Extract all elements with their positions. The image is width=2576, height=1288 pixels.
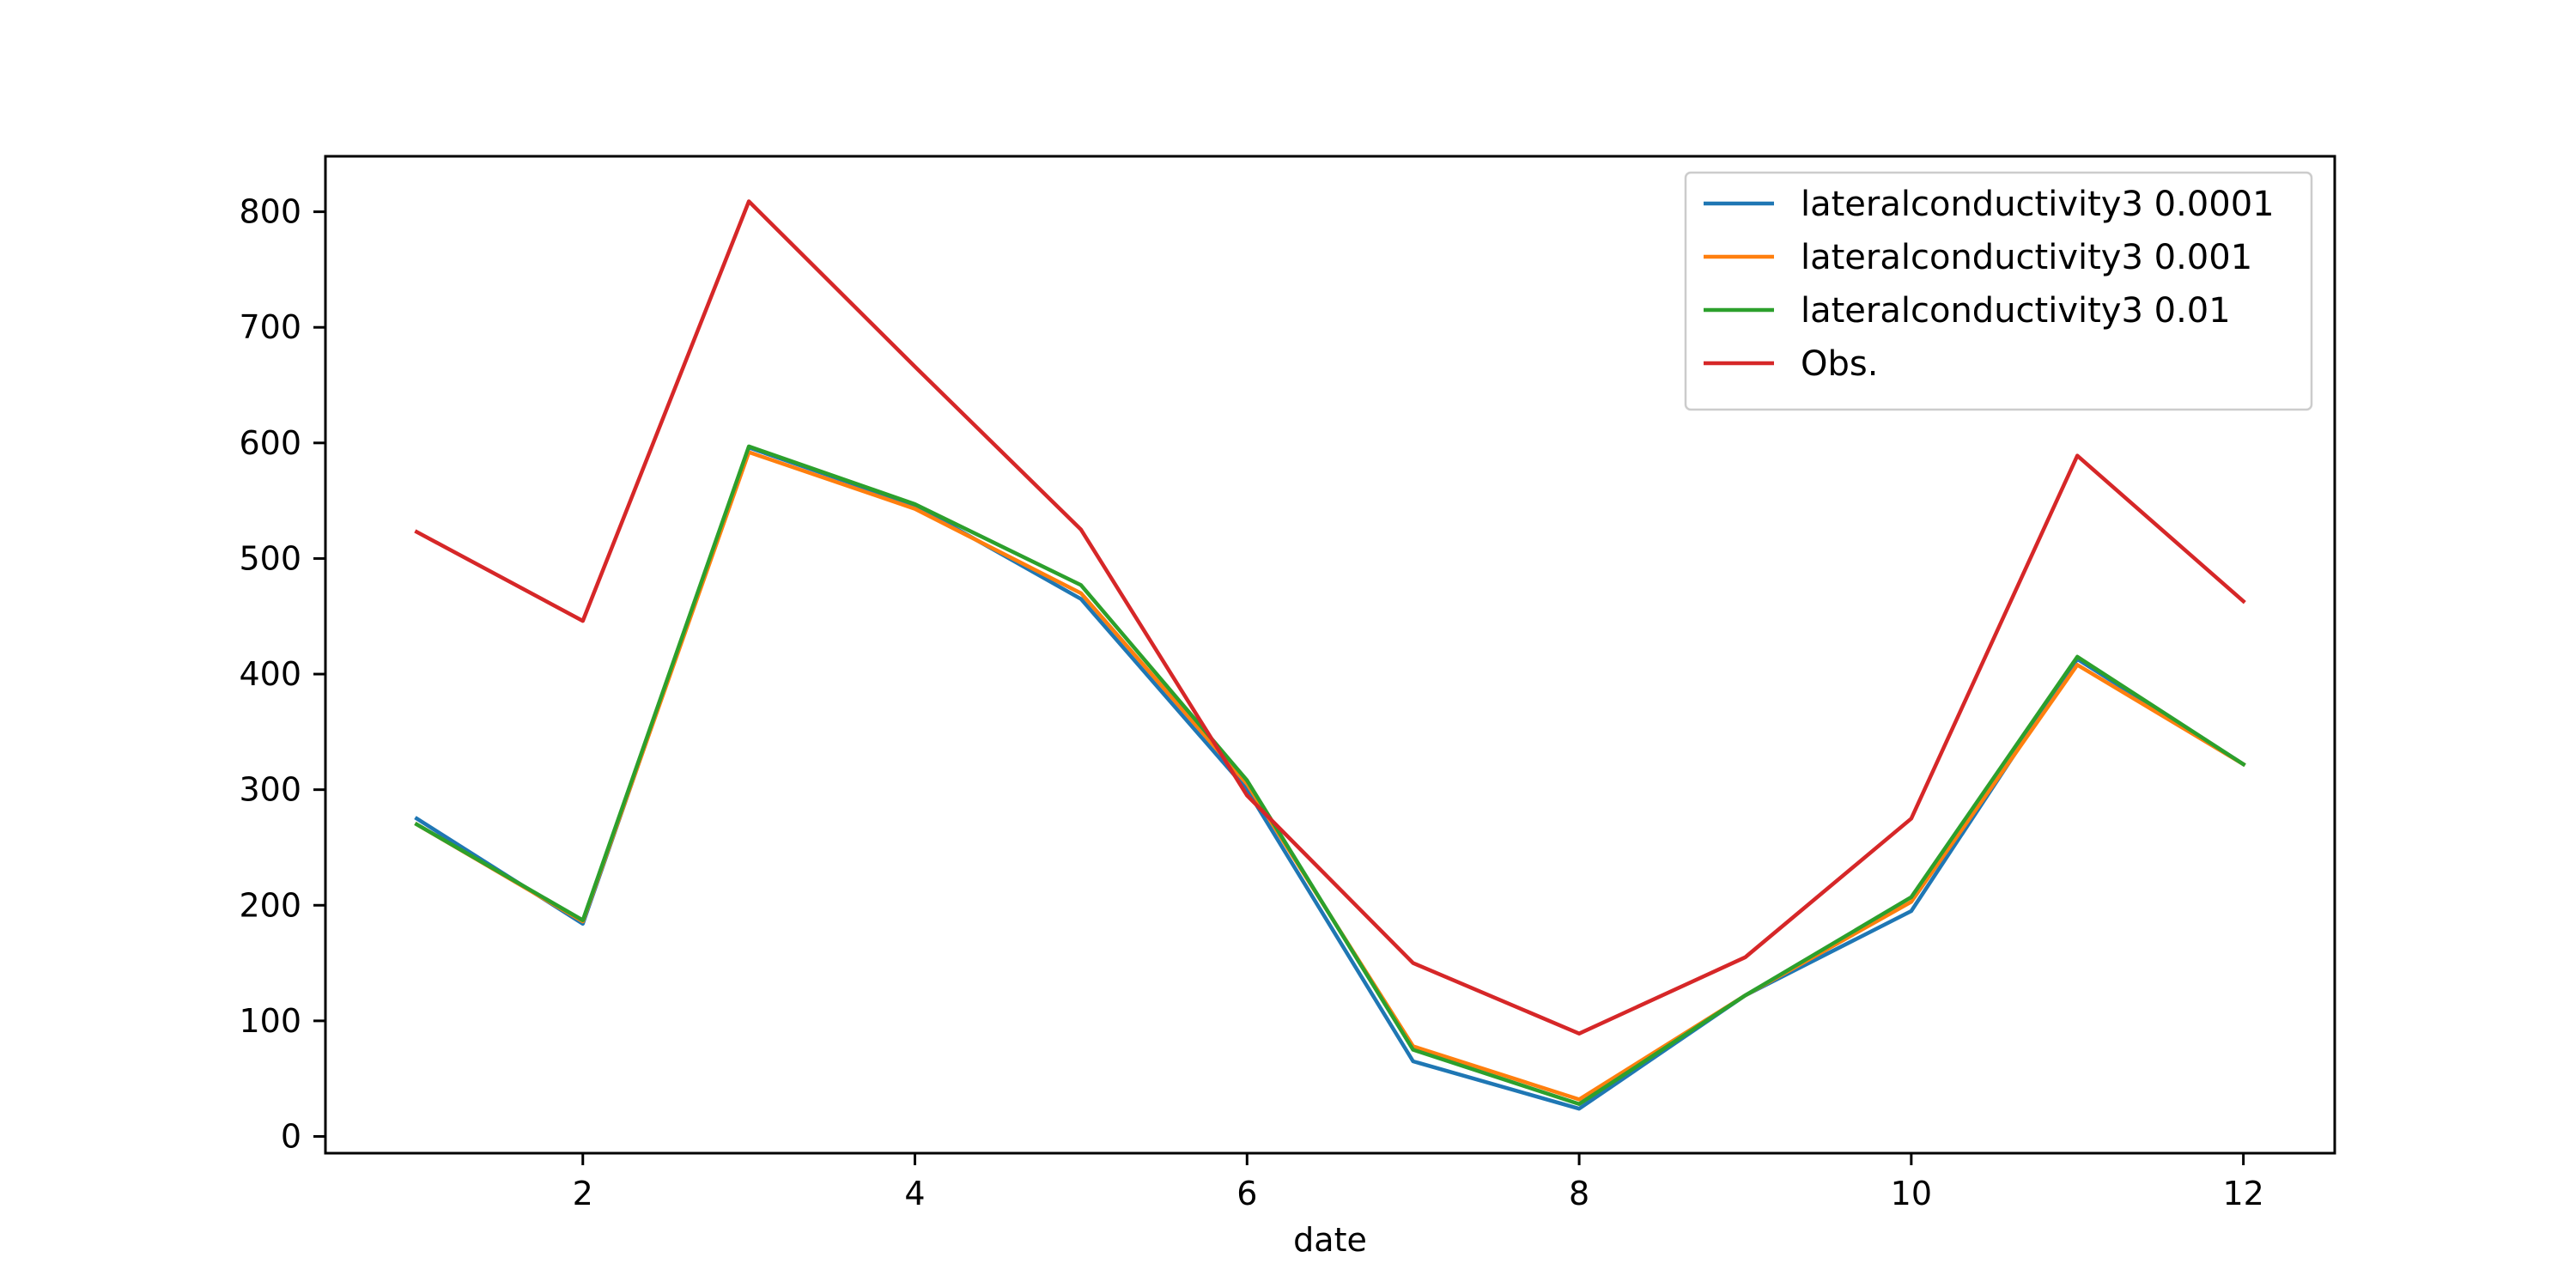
legend-label: lateralconductivity3 0.0001 [1801, 185, 2275, 224]
legend-label: lateralconductivity3 0.001 [1801, 238, 2252, 277]
y-tick-label: 700 [239, 308, 301, 346]
y-tick-label: 400 [239, 655, 301, 693]
y-tick-label: 0 [281, 1117, 301, 1155]
series-line-1 [414, 445, 2246, 1111]
x-tick-label: 8 [1569, 1175, 1589, 1212]
axes: 2 4 6 8 10 12 0 100 200 300 400 500 600 700 800 [239, 155, 2336, 1212]
legend-box [1684, 171, 2313, 411]
y-tick-label: 300 [239, 771, 301, 809]
y-tick-label: 600 [239, 424, 301, 462]
x-tick-label: 6 [1236, 1175, 1257, 1212]
series-line-3 [414, 444, 2246, 1107]
x-tick-label: 4 [904, 1175, 925, 1212]
y-tick-label: 500 [239, 539, 301, 577]
plot-frame [324, 155, 2336, 1155]
series-line-4 [414, 199, 2246, 1036]
x-axis-title: date [1293, 1221, 1367, 1259]
series-line-2 [414, 450, 2246, 1102]
x-tick-label: 12 [2222, 1175, 2263, 1212]
legend: lateralconductivity3 0.0001 lateralconduc… [1684, 171, 2313, 411]
y-tick-label: 100 [239, 1002, 301, 1040]
plot-area [414, 199, 2246, 1111]
legend-label: lateralconductivity3 0.01 [1801, 291, 2231, 331]
y-tick-label: 200 [239, 886, 301, 924]
y-tick-label: 800 [239, 193, 301, 231]
x-tick-label: 2 [573, 1175, 593, 1212]
legend-label: Obs. [1801, 344, 1878, 384]
x-tick-label: 10 [1891, 1175, 1932, 1212]
